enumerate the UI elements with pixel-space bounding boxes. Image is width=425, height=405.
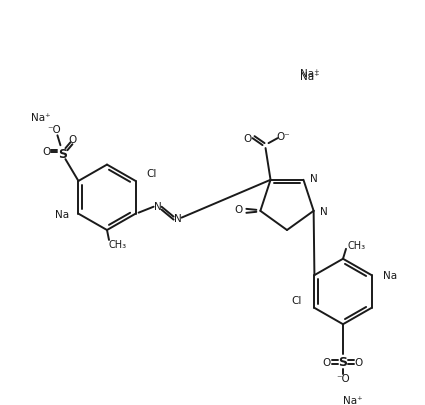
Text: O: O <box>68 135 76 145</box>
Text: ⁻O: ⁻O <box>336 373 350 383</box>
Text: S: S <box>58 147 67 160</box>
Text: N: N <box>154 201 162 211</box>
Text: Na: Na <box>55 209 69 219</box>
Text: O: O <box>355 357 363 367</box>
Text: O: O <box>42 147 51 157</box>
Text: N: N <box>309 173 317 183</box>
Text: Na⁺: Na⁺ <box>31 113 50 123</box>
Text: S: S <box>338 356 348 369</box>
Text: CH₃: CH₃ <box>109 239 127 249</box>
Text: O: O <box>323 357 331 367</box>
Text: Cl: Cl <box>146 168 157 179</box>
Text: Na⁺: Na⁺ <box>343 394 363 405</box>
Text: Cl: Cl <box>291 295 302 305</box>
Text: Na⁺: Na⁺ <box>300 69 320 79</box>
Text: CH₃: CH₃ <box>348 240 366 250</box>
Text: ⁻O: ⁻O <box>48 125 61 135</box>
Text: O: O <box>244 134 252 144</box>
Text: Na⁺: Na⁺ <box>300 72 320 82</box>
Text: N: N <box>320 206 328 216</box>
Text: Na: Na <box>382 271 397 280</box>
Text: O: O <box>234 205 243 214</box>
Text: O⁻: O⁻ <box>277 132 290 142</box>
Text: N: N <box>174 213 181 223</box>
